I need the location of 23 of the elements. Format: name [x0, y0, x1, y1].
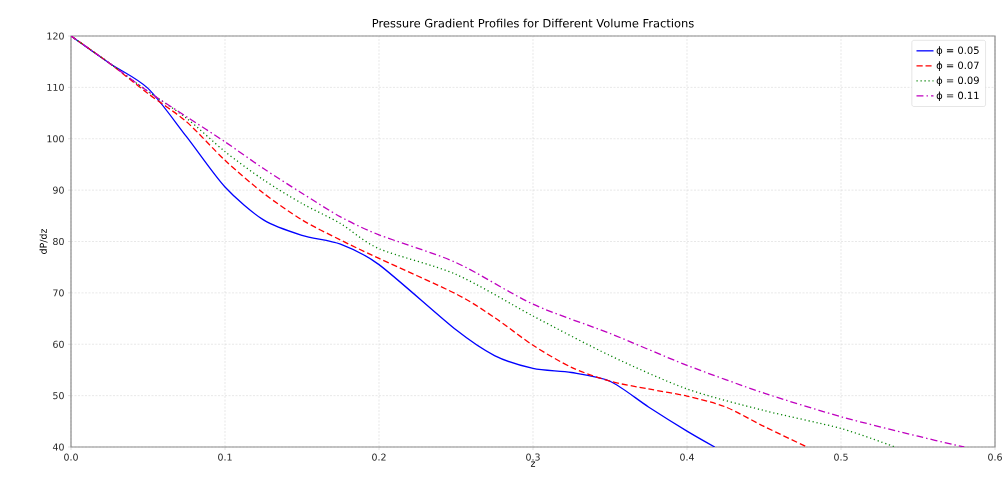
- y-axis-title: dP/dz: [39, 228, 48, 254]
- legend-label: ϕ = 0.05: [936, 46, 979, 56]
- y-tick-label: 60: [53, 340, 64, 348]
- y-tick-label: 80: [53, 237, 64, 246]
- y-tick-label: 50: [53, 392, 64, 400]
- x-tick-label: 0.5: [834, 453, 848, 461]
- legend-label: ϕ = 0.11: [936, 91, 979, 102]
- y-tick-label: 40: [52, 443, 64, 451]
- legend-label: ϕ = 0.09: [936, 76, 979, 87]
- x-tick-label: 0.0: [64, 453, 78, 461]
- x-tick-label: 0.4: [680, 453, 695, 461]
- y-tick-label: 120: [47, 32, 64, 40]
- x-tick-label: 0.1: [218, 453, 232, 461]
- chart-title: Pressure Gradient Profiles for Different Volume Fractions: [372, 18, 694, 28]
- x-tick-label: 0.6: [988, 453, 1002, 461]
- y-tick-label: 70: [53, 289, 64, 297]
- x-tick-label: 0.3: [526, 453, 540, 461]
- y-tick-label: 90: [53, 186, 64, 194]
- y-tick-label: 110: [47, 83, 64, 91]
- y-tick-label: 100: [47, 135, 64, 143]
- x-tick-label: 0.2: [372, 453, 386, 461]
- legend-label: ϕ = 0.07: [936, 61, 979, 71]
- x-axis-title: z: [530, 461, 536, 467]
